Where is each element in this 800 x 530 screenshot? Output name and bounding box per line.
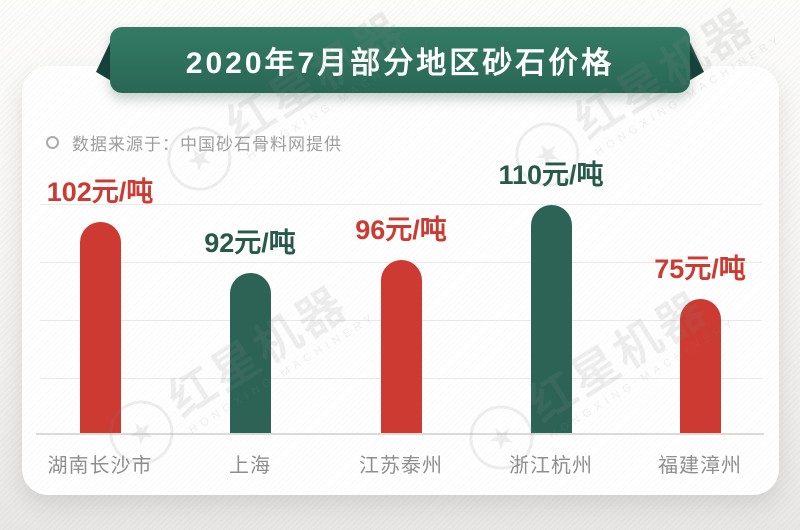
circle-bullet-icon [46,136,59,149]
gridline [40,204,762,205]
bar-value-label: 102元/吨 [46,177,154,207]
bar [229,273,271,433]
category-label: 湖南长沙市 [47,455,153,477]
category-label: 江苏泰州 [359,455,443,477]
bar-group-shanghai: 92元/吨 [170,221,330,433]
bar-group-zhejiang-hangzhou: 110元/吨 [471,153,631,433]
page-title: 2020年7月部分地区砂石价格 [185,47,615,80]
bar-value-label: 96元/吨 [355,215,447,245]
bar [380,260,422,433]
title-ribbon: 2020年7月部分地区砂石价格 [110,27,690,93]
x-axis-baseline [36,433,764,435]
bar-group-hunan-changsha: 102元/吨 [20,170,180,433]
source-text: 数据来源于：中国砂石骨料网提供 [72,135,342,154]
category-label: 福建漳州 [658,455,742,477]
data-source-note: 数据来源于：中国砂石骨料网提供 [46,130,342,155]
bar-value-label: 110元/吨 [498,160,604,190]
bar [679,299,721,433]
bar [530,205,572,433]
bar-value-label: 92元/吨 [204,228,296,258]
bar-value-label: 75元/吨 [654,254,746,284]
bar-group-jiangsu-taizhou: 96元/吨 [321,208,481,433]
category-label: 浙江杭州 [509,455,593,477]
bar-group-fujian-zhangzhou: 75元/吨 [620,247,780,433]
bar [79,222,121,433]
category-label: 上海 [229,455,271,477]
